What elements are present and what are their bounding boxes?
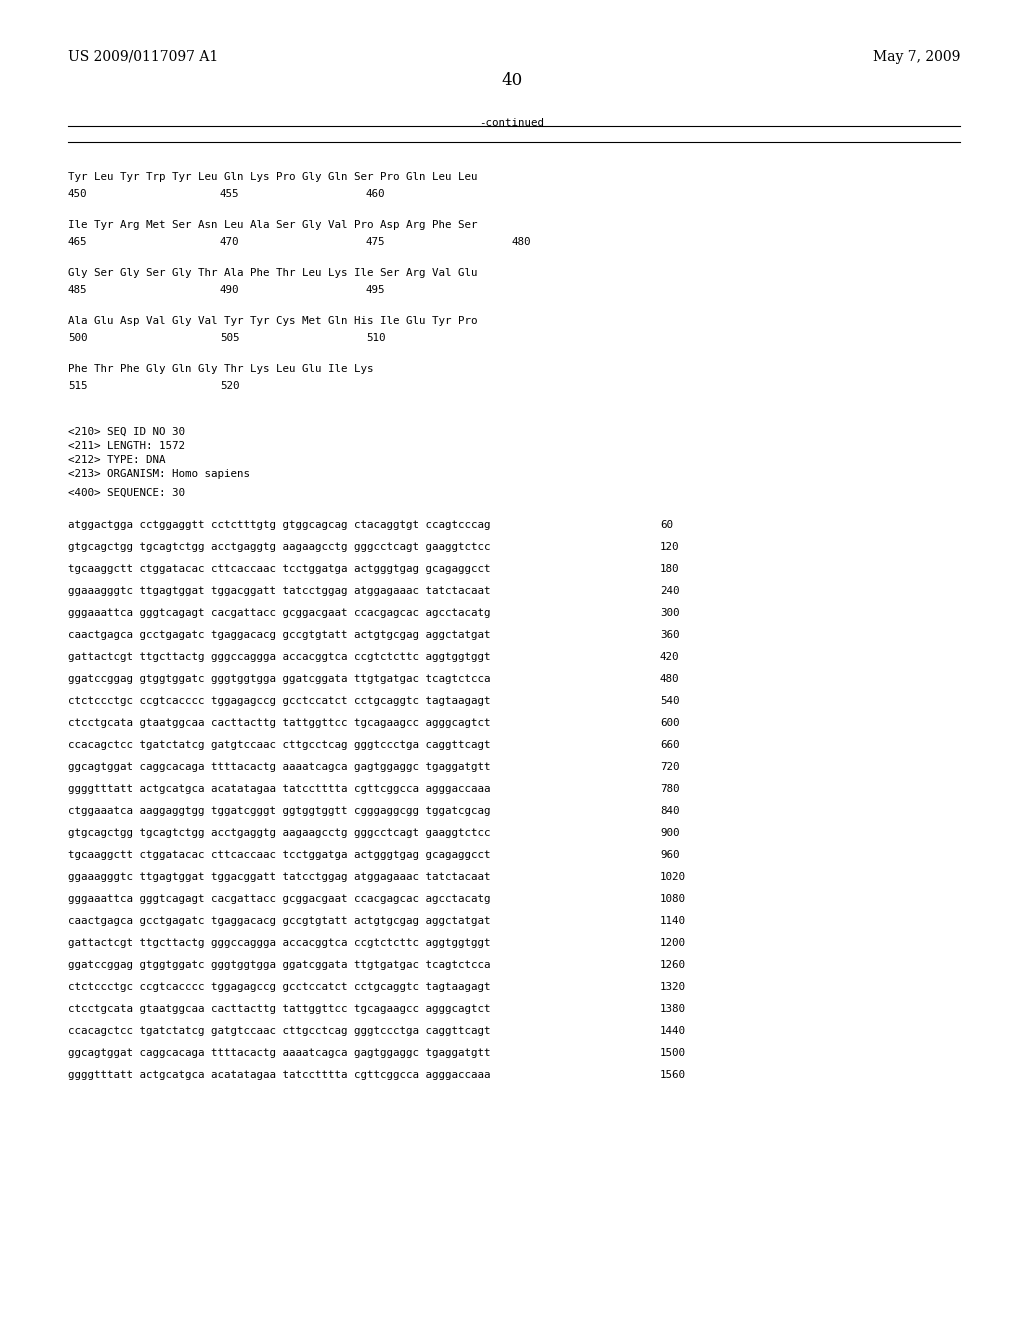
Text: 900: 900 [660, 828, 680, 838]
Text: 460: 460 [366, 189, 385, 199]
Text: 470: 470 [220, 238, 240, 247]
Text: 510: 510 [366, 333, 385, 343]
Text: ccacagctcc tgatctatcg gatgtccaac cttgcctcag gggtccctga caggttcagt: ccacagctcc tgatctatcg gatgtccaac cttgcct… [68, 741, 490, 750]
Text: 485: 485 [68, 285, 87, 294]
Text: 780: 780 [660, 784, 680, 795]
Text: 490: 490 [220, 285, 240, 294]
Text: 480: 480 [660, 675, 680, 684]
Text: gattactcgt ttgcttactg gggccaggga accacggtca ccgtctcttc aggtggtggt: gattactcgt ttgcttactg gggccaggga accacgg… [68, 652, 490, 663]
Text: ggggtttatt actgcatgca acatatagaa tatcctttta cgttcggcca agggaccaaa: ggggtttatt actgcatgca acatatagaa tatcctt… [68, 1071, 490, 1080]
Text: ggaaagggtc ttgagtggat tggacggatt tatcctggag atggagaaac tatctacaat: ggaaagggtc ttgagtggat tggacggatt tatcctg… [68, 873, 490, 882]
Text: <213> ORGANISM: Homo sapiens: <213> ORGANISM: Homo sapiens [68, 469, 250, 479]
Text: caactgagca gcctgagatc tgaggacacg gccgtgtatt actgtgcgag aggctatgat: caactgagca gcctgagatc tgaggacacg gccgtgt… [68, 630, 490, 640]
Text: ggatccggag gtggtggatc gggtggtgga ggatcggata ttgtgatgac tcagtctcca: ggatccggag gtggtggatc gggtggtgga ggatcgg… [68, 960, 490, 970]
Text: ctctccctgc ccgtcacccc tggagagccg gcctccatct cctgcaggtc tagtaagagt: ctctccctgc ccgtcacccc tggagagccg gcctcca… [68, 982, 490, 993]
Text: 515: 515 [68, 381, 87, 391]
Text: 500: 500 [68, 333, 87, 343]
Text: 1020: 1020 [660, 873, 686, 882]
Text: 1080: 1080 [660, 894, 686, 904]
Text: tgcaaggctt ctggatacac cttcaccaac tcctggatga actgggtgag gcagaggcct: tgcaaggctt ctggatacac cttcaccaac tcctgga… [68, 564, 490, 574]
Text: Tyr Leu Tyr Trp Tyr Leu Gln Lys Pro Gly Gln Ser Pro Gln Leu Leu: Tyr Leu Tyr Trp Tyr Leu Gln Lys Pro Gly … [68, 172, 477, 182]
Text: caactgagca gcctgagatc tgaggacacg gccgtgtatt actgtgcgag aggctatgat: caactgagca gcctgagatc tgaggacacg gccgtgt… [68, 916, 490, 927]
Text: gattactcgt ttgcttactg gggccaggga accacggtca ccgtctcttc aggtggtggt: gattactcgt ttgcttactg gggccaggga accacgg… [68, 939, 490, 948]
Text: ggggtttatt actgcatgca acatatagaa tatcctttta cgttcggcca agggaccaaa: ggggtttatt actgcatgca acatatagaa tatcctt… [68, 784, 490, 795]
Text: 465: 465 [68, 238, 87, 247]
Text: ggaaagggtc ttgagtggat tggacggatt tatcctggag atggagaaac tatctacaat: ggaaagggtc ttgagtggat tggacggatt tatcctg… [68, 586, 490, 597]
Text: US 2009/0117097 A1: US 2009/0117097 A1 [68, 50, 218, 63]
Text: 960: 960 [660, 850, 680, 861]
Text: gtgcagctgg tgcagtctgg acctgaggtg aagaagcctg gggcctcagt gaaggtctcc: gtgcagctgg tgcagtctgg acctgaggtg aagaagc… [68, 828, 490, 838]
Text: 40: 40 [502, 73, 522, 88]
Text: 455: 455 [220, 189, 240, 199]
Text: 600: 600 [660, 718, 680, 729]
Text: 660: 660 [660, 741, 680, 750]
Text: Gly Ser Gly Ser Gly Thr Ala Phe Thr Leu Lys Ile Ser Arg Val Glu: Gly Ser Gly Ser Gly Thr Ala Phe Thr Leu … [68, 268, 477, 279]
Text: 840: 840 [660, 807, 680, 816]
Text: Ile Tyr Arg Met Ser Asn Leu Ala Ser Gly Val Pro Asp Arg Phe Ser: Ile Tyr Arg Met Ser Asn Leu Ala Ser Gly … [68, 220, 477, 230]
Text: 520: 520 [220, 381, 240, 391]
Text: 360: 360 [660, 630, 680, 640]
Text: ccacagctcc tgatctatcg gatgtccaac cttgcctcag gggtccctga caggttcagt: ccacagctcc tgatctatcg gatgtccaac cttgcct… [68, 1026, 490, 1036]
Text: <211> LENGTH: 1572: <211> LENGTH: 1572 [68, 441, 185, 451]
Text: ctggaaatca aaggaggtgg tggatcgggt ggtggtggtt cgggaggcgg tggatcgcag: ctggaaatca aaggaggtgg tggatcgggt ggtggtg… [68, 807, 490, 816]
Text: gggaaattca gggtcagagt cacgattacc gcggacgaat ccacgagcac agcctacatg: gggaaattca gggtcagagt cacgattacc gcggacg… [68, 894, 490, 904]
Text: 420: 420 [660, 652, 680, 663]
Text: 180: 180 [660, 564, 680, 574]
Text: 540: 540 [660, 696, 680, 706]
Text: tgcaaggctt ctggatacac cttcaccaac tcctggatga actgggtgag gcagaggcct: tgcaaggctt ctggatacac cttcaccaac tcctgga… [68, 850, 490, 861]
Text: 450: 450 [68, 189, 87, 199]
Text: 300: 300 [660, 609, 680, 618]
Text: ggcagtggat caggcacaga ttttacactg aaaatcagca gagtggaggc tgaggatgtt: ggcagtggat caggcacaga ttttacactg aaaatca… [68, 1048, 490, 1059]
Text: 1380: 1380 [660, 1005, 686, 1014]
Text: 480: 480 [512, 238, 531, 247]
Text: gggaaattca gggtcagagt cacgattacc gcggacgaat ccacgagcac agcctacatg: gggaaattca gggtcagagt cacgattacc gcggacg… [68, 609, 490, 618]
Text: ggcagtggat caggcacaga ttttacactg aaaatcagca gagtggaggc tgaggatgtt: ggcagtggat caggcacaga ttttacactg aaaatca… [68, 762, 490, 772]
Text: ggatccggag gtggtggatc gggtggtgga ggatcggata ttgtgatgac tcagtctcca: ggatccggag gtggtggatc gggtggtgga ggatcgg… [68, 675, 490, 684]
Text: Phe Thr Phe Gly Gln Gly Thr Lys Leu Glu Ile Lys: Phe Thr Phe Gly Gln Gly Thr Lys Leu Glu … [68, 364, 374, 374]
Text: ctcctgcata gtaatggcaa cacttacttg tattggttcc tgcagaagcc agggcagtct: ctcctgcata gtaatggcaa cacttacttg tattggt… [68, 718, 490, 729]
Text: 720: 720 [660, 762, 680, 772]
Text: 1260: 1260 [660, 960, 686, 970]
Text: 1560: 1560 [660, 1071, 686, 1080]
Text: gtgcagctgg tgcagtctgg acctgaggtg aagaagcctg gggcctcagt gaaggtctcc: gtgcagctgg tgcagtctgg acctgaggtg aagaagc… [68, 543, 490, 552]
Text: 495: 495 [366, 285, 385, 294]
Text: 1500: 1500 [660, 1048, 686, 1059]
Text: ctctccctgc ccgtcacccc tggagagccg gcctccatct cctgcaggtc tagtaagagt: ctctccctgc ccgtcacccc tggagagccg gcctcca… [68, 696, 490, 706]
Text: 1140: 1140 [660, 916, 686, 927]
Text: 1320: 1320 [660, 982, 686, 993]
Text: <400> SEQUENCE: 30: <400> SEQUENCE: 30 [68, 488, 185, 498]
Text: <212> TYPE: DNA: <212> TYPE: DNA [68, 455, 166, 465]
Text: 120: 120 [660, 543, 680, 552]
Text: May 7, 2009: May 7, 2009 [872, 50, 961, 63]
Text: 475: 475 [366, 238, 385, 247]
Text: 1200: 1200 [660, 939, 686, 948]
Text: ctcctgcata gtaatggcaa cacttacttg tattggttcc tgcagaagcc agggcagtct: ctcctgcata gtaatggcaa cacttacttg tattggt… [68, 1005, 490, 1014]
Text: <210> SEQ ID NO 30: <210> SEQ ID NO 30 [68, 426, 185, 437]
Text: 60: 60 [660, 520, 673, 531]
Text: Ala Glu Asp Val Gly Val Tyr Tyr Cys Met Gln His Ile Glu Tyr Pro: Ala Glu Asp Val Gly Val Tyr Tyr Cys Met … [68, 315, 477, 326]
Text: atggactgga cctggaggtt cctctttgtg gtggcagcag ctacaggtgt ccagtcccag: atggactgga cctggaggtt cctctttgtg gtggcag… [68, 520, 490, 531]
Text: 240: 240 [660, 586, 680, 597]
Text: 505: 505 [220, 333, 240, 343]
Text: -continued: -continued [479, 117, 545, 128]
Text: 1440: 1440 [660, 1026, 686, 1036]
